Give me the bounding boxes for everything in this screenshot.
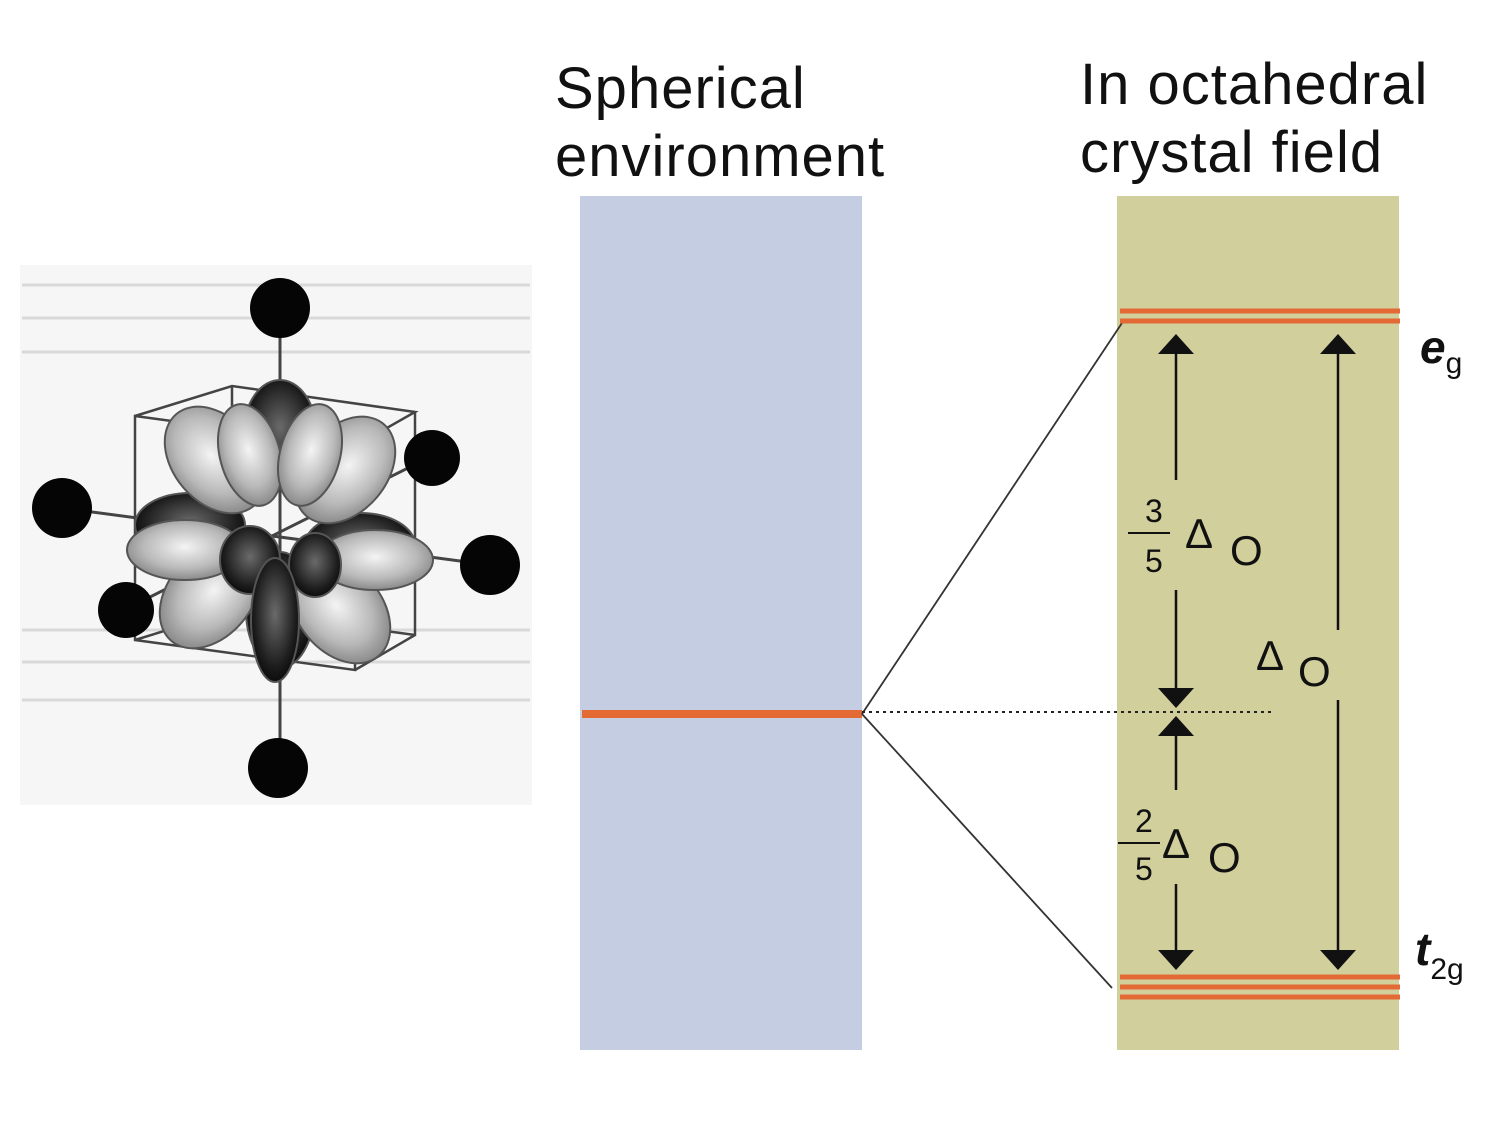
octahedral-heading-line2: crystal field (1080, 120, 1383, 185)
ligand-spheres (32, 278, 520, 798)
ligand-back (404, 430, 460, 486)
octahedral-field-panel (1117, 196, 1399, 1050)
upper-delta-symbol: Δ (1185, 510, 1213, 557)
octahedral-heading-line1: In octahedral (1080, 52, 1428, 117)
full-splitting-label: Δ O (1256, 632, 1331, 695)
upper-delta-subscript: O (1230, 527, 1263, 574)
lower-delta-symbol: Δ (1162, 820, 1190, 867)
upper-denominator: 5 (1145, 543, 1163, 579)
eg-label: eg (1420, 321, 1462, 380)
upper-splitting-label: 3 5 Δ O (1128, 493, 1263, 579)
correlation-lines (861, 322, 1123, 989)
lower-numerator: 2 (1135, 803, 1153, 839)
lower-denominator: 5 (1135, 851, 1153, 887)
eg-energy-level (1120, 308, 1400, 324)
octahedral-complex-illustration (20, 265, 532, 805)
d-orbital-lobes (126, 379, 434, 683)
spherical-environment-panel (580, 196, 862, 1050)
ligand-top (250, 278, 310, 338)
t2g-label: t2g (1415, 923, 1464, 986)
splitting-arrows (1158, 334, 1356, 970)
ligand-right (460, 535, 520, 595)
full-delta-symbol: Δ (1256, 632, 1284, 679)
lower-splitting-label: 2 5 Δ O (1118, 803, 1241, 887)
full-delta-subscript: O (1298, 648, 1331, 695)
ligand-bottom (248, 738, 308, 798)
ligand-left (32, 478, 92, 538)
spherical-heading-line1: Spherical (555, 56, 806, 121)
t2g-energy-level (1120, 974, 1400, 1000)
lower-delta-subscript: O (1208, 834, 1241, 881)
ligand-front (98, 582, 154, 638)
upper-numerator: 3 (1145, 493, 1163, 529)
spherical-heading-line2: environment (555, 124, 885, 189)
